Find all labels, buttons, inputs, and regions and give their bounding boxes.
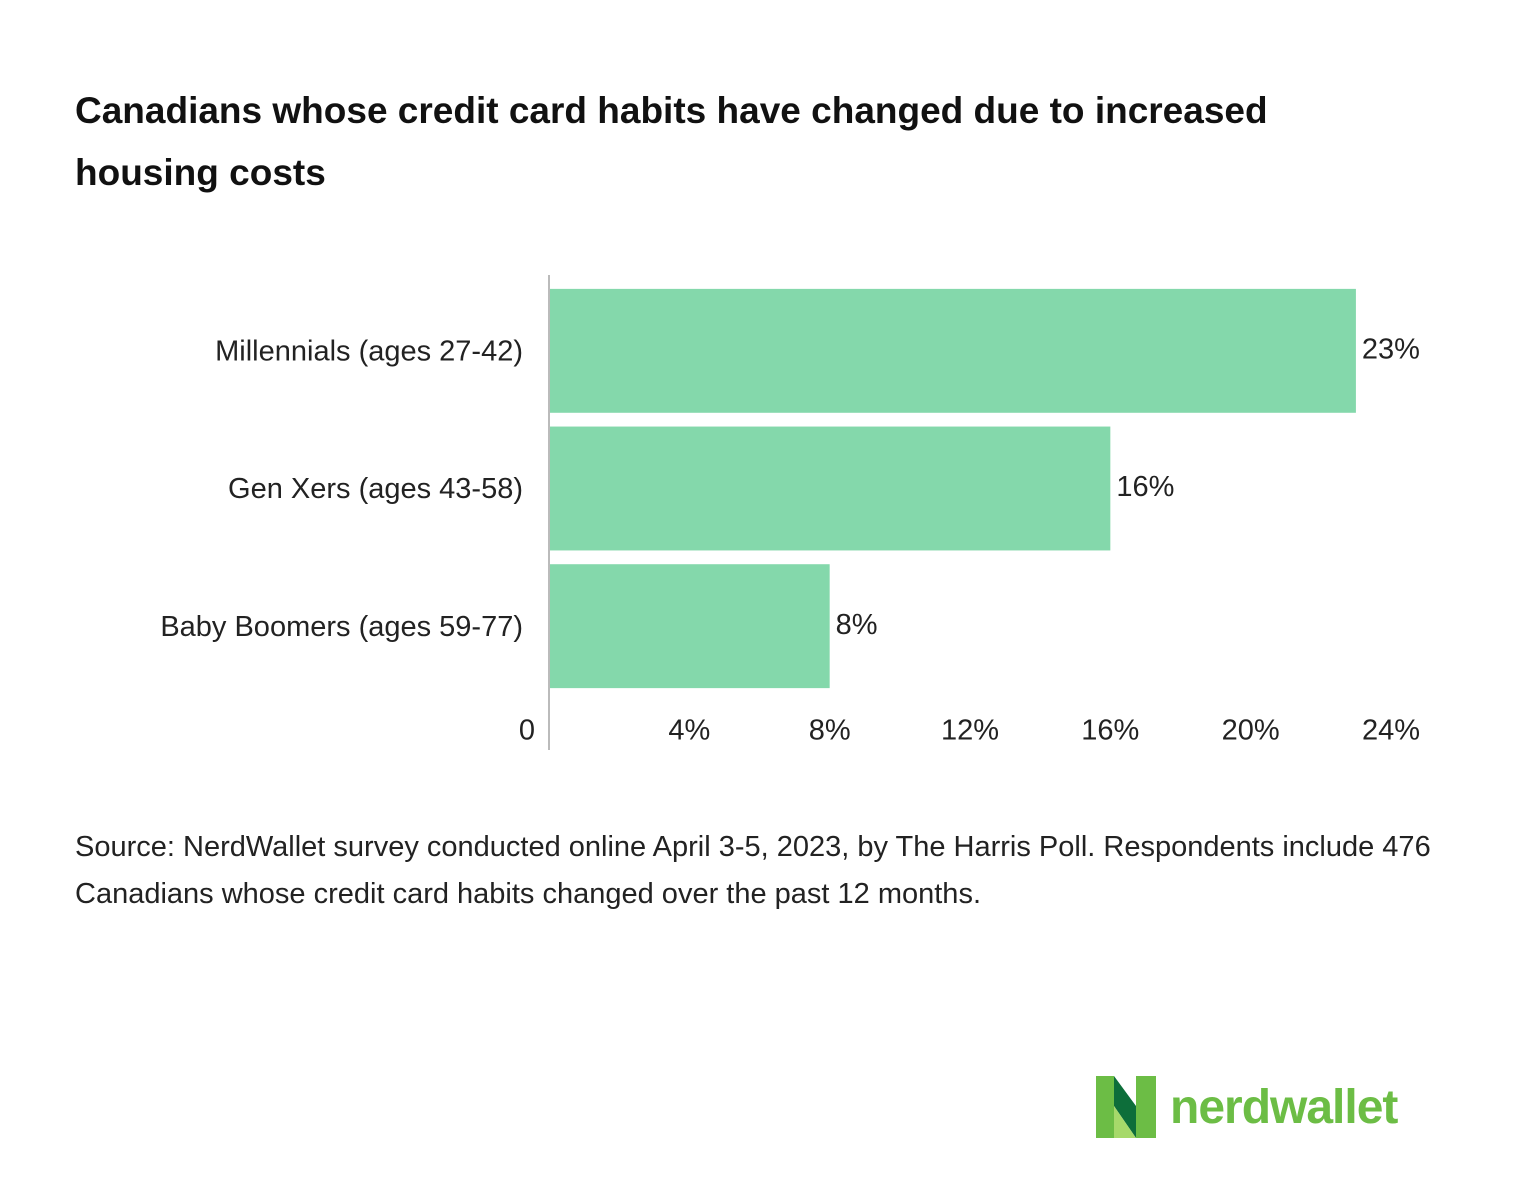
x-tick-label: 8% xyxy=(809,715,851,747)
y-tick-label: Gen Xers (ages 43-58) xyxy=(228,473,523,505)
x-tick-label: 20% xyxy=(1222,715,1280,747)
logo-text: nerdwallet xyxy=(1170,1081,1398,1134)
x-tick-label: 4% xyxy=(668,715,710,747)
y-tick-label: Millennials (ages 27-42) xyxy=(215,335,523,367)
y-tick-label: Baby Boomers (ages 59-77) xyxy=(160,611,523,643)
source-note: Source: NerdWallet survey conducted onli… xyxy=(75,831,1431,910)
x-tick-label: 16% xyxy=(1081,715,1139,747)
value-label: 23% xyxy=(1362,333,1420,365)
logo-icon xyxy=(1096,1076,1156,1138)
chart: 0 4% 8% 12% 16% 20% 24% Millennials (ages 27-42… xyxy=(160,275,1420,750)
bar xyxy=(549,564,830,689)
x-tick-label: 12% xyxy=(941,715,999,747)
x-tick-label: 0 xyxy=(519,715,535,747)
x-tick-label: 24% xyxy=(1362,715,1420,747)
value-label: 16% xyxy=(1116,471,1174,503)
bar xyxy=(549,426,1111,551)
value-label: 8% xyxy=(836,609,878,641)
bar xyxy=(549,288,1356,413)
chart-title: Canadians whose credit card habits have … xyxy=(75,90,1268,193)
